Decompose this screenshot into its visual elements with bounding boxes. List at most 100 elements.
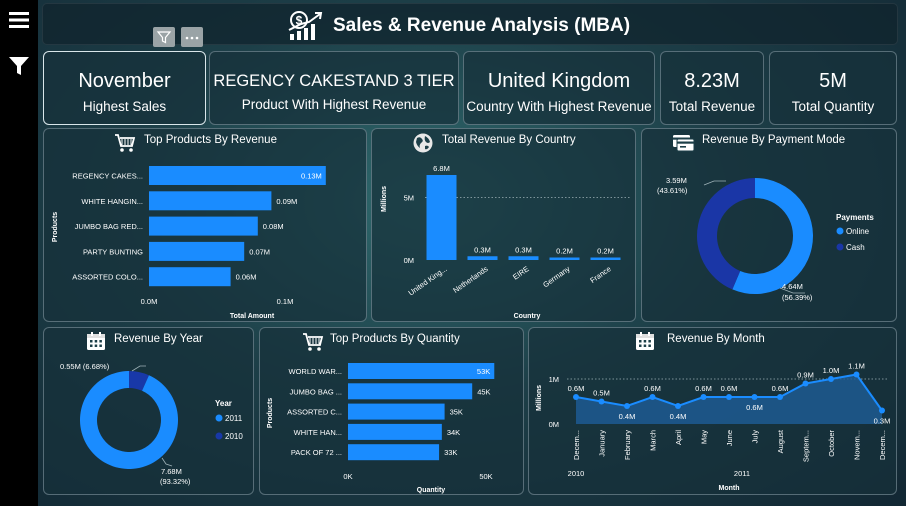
revenue-by-month-card[interactable]: Revenue By Month 0M 1M 0.6M Decem... 0.5M Jan… (528, 327, 897, 495)
data-label: 0.6M (746, 403, 763, 412)
top-products-revenue-card[interactable]: Top Products By Revenue REGENCY CAKES...… (43, 128, 367, 322)
y-axis-label: Products (52, 212, 59, 242)
more-options-button[interactable] (181, 27, 203, 47)
data-label: 0.09M (276, 197, 297, 206)
revenue-by-country-card[interactable]: Total Revenue By Country 0M 5M 6.8M United … (371, 128, 636, 322)
filter-icon[interactable] (8, 55, 30, 77)
data-label: 0.55M (6.68%) (60, 362, 110, 371)
bar (149, 241, 245, 261)
kpi-label: Product With Highest Revenue (241, 97, 427, 112)
calendar-icon (636, 332, 654, 350)
revenue-by-year-card[interactable]: Revenue By Year 7.68M (93.32%) 0.55M (6.68… (43, 327, 254, 495)
data-point (726, 394, 732, 400)
category-label: Septem... (802, 430, 811, 462)
data-label: 0.3M (515, 245, 532, 254)
data-label: 3.59M (666, 176, 687, 185)
legend-marker (836, 227, 844, 235)
top-products-quantity-card[interactable]: Top Products By Quantity WORLD WAR... 53K… (259, 327, 524, 495)
data-label: 0.3M (474, 245, 491, 254)
hamburger-menu-icon[interactable] (8, 9, 30, 31)
top-products-revenue-chart: REGENCY CAKES... 0.13M WHITE HANGIN... 0.09… (52, 166, 326, 320)
tick-label: 50K (479, 472, 492, 481)
legend-label: Cash (846, 243, 865, 252)
legend-title: Year (215, 399, 232, 408)
data-label: 0.4M (619, 412, 636, 421)
top-products-quantity-chart: WORLD WAR... 53K JUMBO BAG ... 45K ASSORTED … (267, 363, 495, 494)
data-label: 0.9M (797, 371, 814, 380)
legend-marker (836, 243, 844, 251)
revenue-by-payment-chart: 4.64M (56.39%) 3.59M(43.61%) Payments Online… (657, 176, 874, 302)
data-label: 0.08M (263, 222, 284, 231)
donut-slice (732, 178, 813, 294)
data-label: 0.6M (695, 384, 712, 393)
money-growth-chart-icon: $ (288, 11, 323, 40)
donut-slice (129, 371, 149, 391)
data-label: (93.32%) (160, 477, 191, 486)
globe-icon (413, 133, 433, 153)
kpi-total-quantity-card[interactable]: 5M Total Quantity (769, 51, 897, 125)
bar (348, 383, 473, 400)
kpi-value: 8.23M (684, 70, 740, 92)
kpi-value: United Kingdom (487, 70, 631, 92)
chart-title: Top Products By Revenue (144, 134, 277, 146)
data-label: 7.68M (161, 467, 182, 476)
kpi-top-product-card[interactable]: REGENCY CAKESTAND 3 TIER Product With Hi… (209, 51, 459, 125)
category-label: ASSORTED C... (287, 408, 342, 417)
leader-line (703, 180, 726, 186)
category-label: February (623, 430, 632, 460)
page-title: Sales & Revenue Analysis (MBA) (333, 15, 631, 36)
tick-label: 0M (549, 420, 559, 429)
data-label: 6.8M (433, 164, 450, 173)
data-point (828, 376, 834, 382)
data-point (700, 394, 707, 400)
data-label: 0.5M (593, 389, 610, 398)
svg-text:$: $ (296, 14, 303, 28)
data-point (624, 403, 630, 409)
category-label: October (827, 430, 836, 457)
leader-line (161, 457, 173, 467)
kpi-top-country-card[interactable]: United Kingdom Country With Highest Reve… (463, 51, 655, 125)
x-axis-label: Month (719, 485, 740, 492)
bar (426, 175, 457, 260)
category-label: JUMBO BAG RED... (75, 222, 143, 231)
category-label: Decem... (878, 430, 887, 460)
legend-label: 2011 (225, 414, 243, 423)
category-label: PACK OF 72 ... (291, 448, 342, 457)
kpi-label: Total Quantity (791, 99, 875, 114)
category-label: May (700, 430, 709, 444)
leader-line (779, 287, 805, 294)
y-axis-label: Millions (536, 385, 543, 411)
calendar-icon (87, 332, 105, 350)
data-label: 1.1M (848, 362, 865, 371)
data-point (777, 394, 783, 400)
category-label: Netherlands (451, 264, 489, 295)
filter-icon (156, 31, 172, 44)
revenue-by-payment-card[interactable]: Revenue By Payment Mode 4.64M (56.39%) 3.5… (641, 128, 897, 322)
legend-label: Online (846, 227, 870, 236)
y-axis-label: Millions (381, 186, 388, 212)
chart-title: Revenue By Year (114, 333, 203, 345)
donut-slice (80, 371, 178, 469)
kpi-total-revenue-card[interactable]: 8.23M Total Revenue (660, 51, 764, 125)
data-label: 4.64M (782, 282, 803, 291)
kpi-label: Country With Highest Revenue (466, 99, 652, 114)
visual-filter-button[interactable] (153, 27, 175, 47)
left-nav-bar (0, 0, 38, 506)
data-label: 0.4M (670, 412, 687, 421)
chart-title: Revenue By Payment Mode (702, 134, 846, 146)
tick-label: 0.1M (277, 297, 294, 306)
category-label: Decem... (572, 430, 581, 460)
data-label: 35K (450, 408, 463, 417)
data-point (675, 403, 681, 409)
kpi-highest-sales-card[interactable]: November Highest Sales (43, 51, 206, 125)
data-label: 0.2M (597, 247, 614, 256)
kpi-value: REGENCY CAKESTAND 3 TIER (213, 72, 455, 90)
x-axis-label: Country (514, 313, 541, 320)
legend-marker (215, 432, 223, 440)
more-options-icon (185, 36, 199, 40)
data-point (751, 394, 758, 400)
category-label: PARTY BUNTING (83, 247, 143, 256)
donut-slice (697, 178, 755, 290)
legend-title: Payments (836, 213, 874, 222)
shopping-cart-icon (115, 134, 136, 152)
